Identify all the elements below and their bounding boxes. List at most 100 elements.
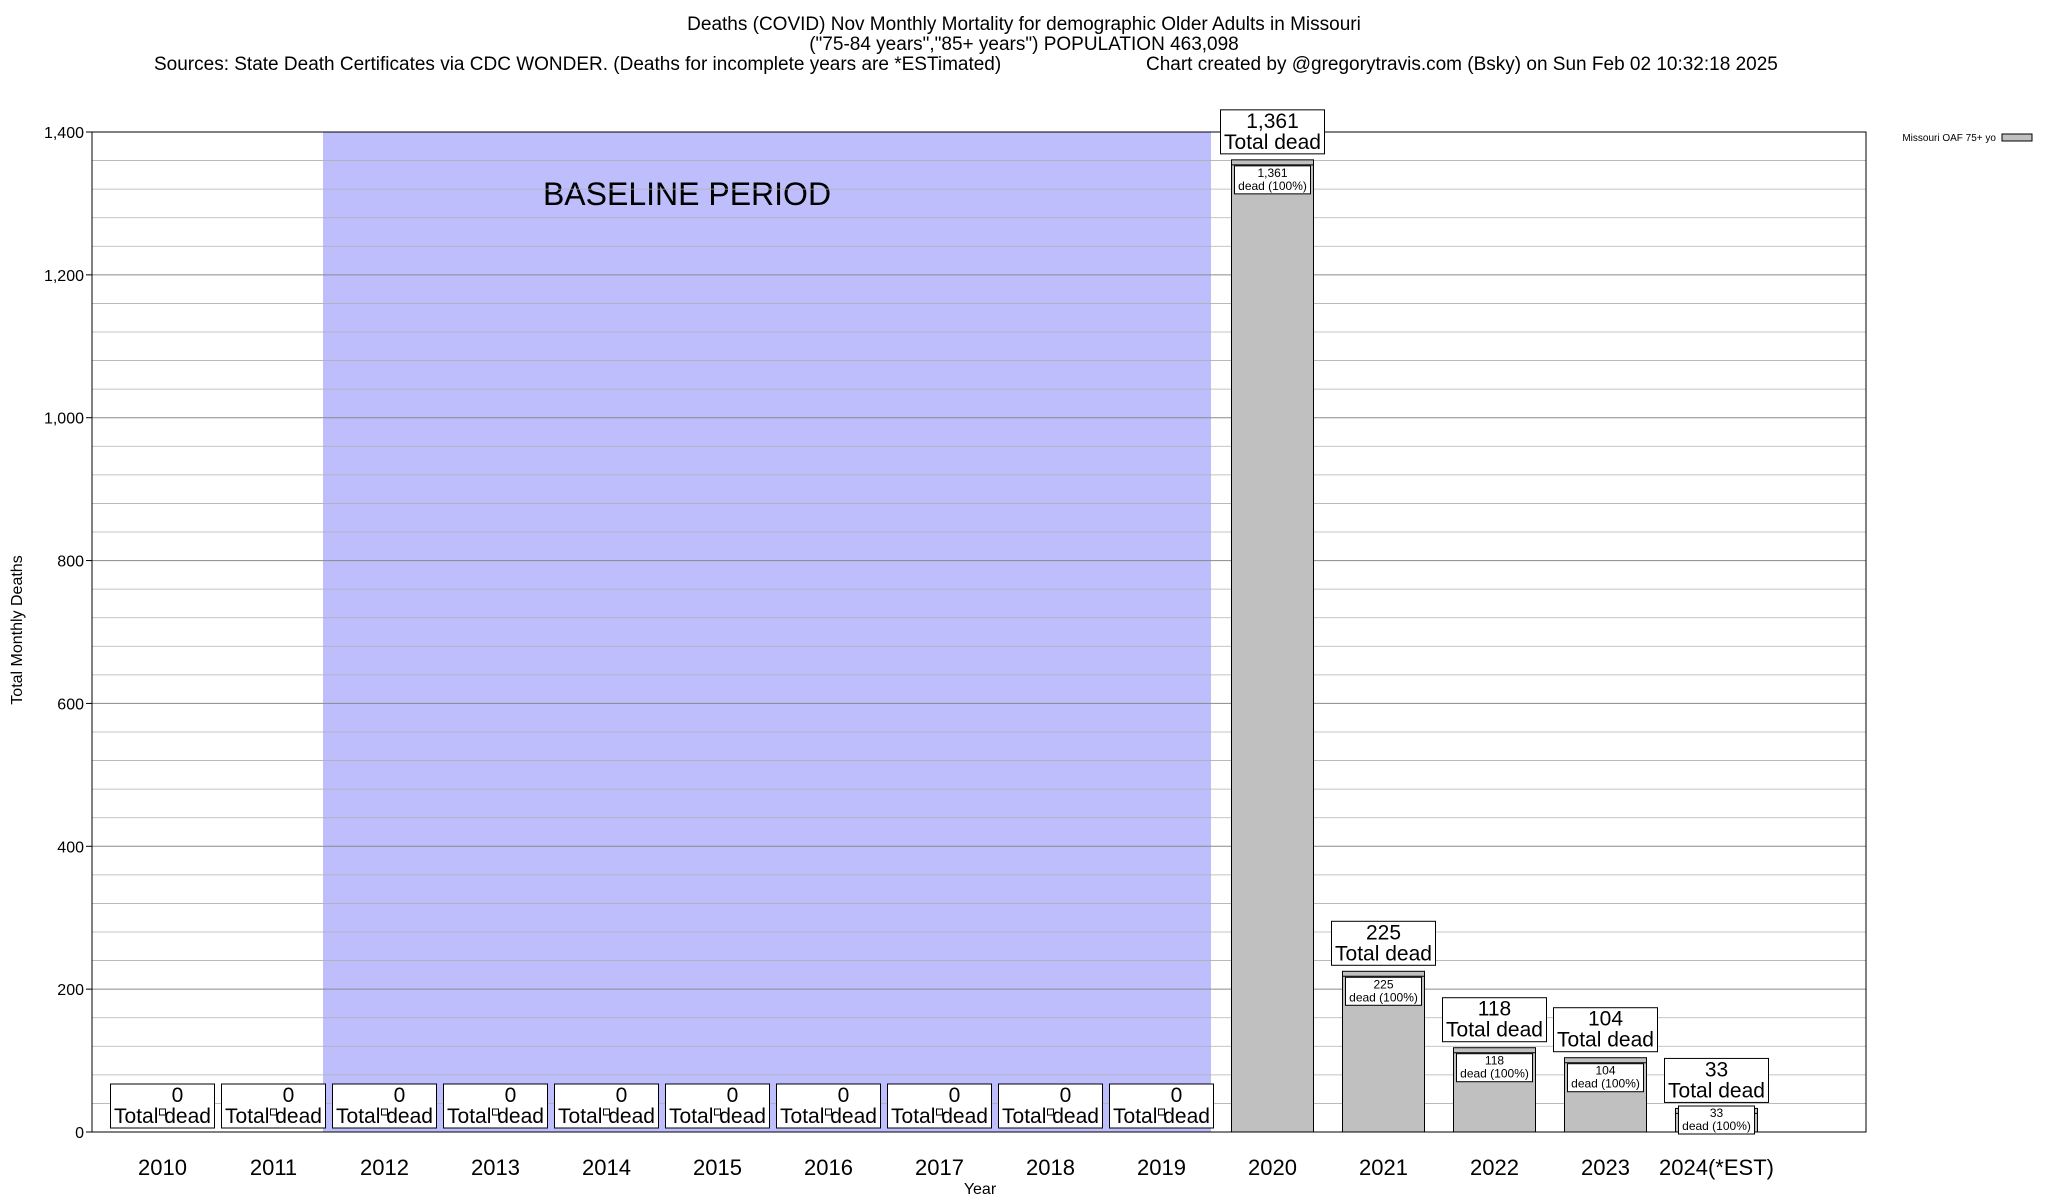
total-label-box xyxy=(1109,1083,1214,1129)
total-label-box xyxy=(221,1083,326,1129)
total-label-value: 0 xyxy=(394,1084,406,1107)
x-tick-label: 2023 xyxy=(1581,1155,1630,1180)
total-label-text: Total dead xyxy=(447,1105,544,1128)
total-label-value: 0 xyxy=(172,1084,184,1107)
total-label-box xyxy=(776,1083,881,1129)
inner-label-box xyxy=(1345,976,1422,1006)
total-label-box xyxy=(1331,920,1436,966)
inner-label-box xyxy=(1456,1053,1533,1083)
total-label-value: 0 xyxy=(505,1084,517,1107)
total-label-text: Total dead xyxy=(1113,1105,1210,1128)
total-label-value: 0 xyxy=(1060,1084,1072,1107)
total-label-text: Total dead xyxy=(1557,1029,1654,1052)
zero-marker xyxy=(603,1108,610,1116)
total-label-text: Total dead xyxy=(780,1105,877,1128)
total-label-box xyxy=(554,1083,659,1129)
chart-sources: Sources: State Death Certificates via CD… xyxy=(154,54,1002,75)
x-tick-label: 2016 xyxy=(804,1155,853,1180)
inner-label-text: dead (100%) xyxy=(1349,990,1418,1004)
chart-subtitle: ("75-84 years","85+ years") POPULATION 4… xyxy=(809,34,1239,55)
inner-label-box xyxy=(1567,1063,1644,1093)
total-label-box xyxy=(443,1083,548,1129)
total-label-box xyxy=(665,1083,770,1129)
y-axis-title: Total Monthly Deaths xyxy=(9,555,26,704)
total-label-text: Total dead xyxy=(114,1105,211,1128)
inner-label-text: dead (100%) xyxy=(1682,1119,1751,1133)
inner-label-value: 104 xyxy=(1595,1064,1615,1078)
total-label-value: 33 xyxy=(1705,1058,1728,1081)
inner-label-value: 225 xyxy=(1373,977,1393,991)
total-label-value: 0 xyxy=(838,1084,850,1107)
y-tick-label: 200 xyxy=(57,982,84,999)
x-tick-label: 2022 xyxy=(1470,1155,1519,1180)
inner-label-box xyxy=(1678,1105,1755,1135)
total-label-text: Total dead xyxy=(558,1105,655,1128)
y-tick-label: 800 xyxy=(57,554,84,571)
x-tick-label: 2011 xyxy=(250,1155,297,1180)
y-tick-label: 1,000 xyxy=(44,411,84,428)
total-label-text: Total dead xyxy=(336,1105,433,1128)
chart-title: Deaths (COVID) Nov Monthly Mortality for… xyxy=(687,14,1361,35)
total-label-value: 0 xyxy=(283,1084,295,1107)
legend-label: Missouri OAF 75+ yo xyxy=(1902,133,1996,144)
bar xyxy=(1231,159,1314,1133)
y-tick-label: 400 xyxy=(57,839,84,856)
inner-label-value: 33 xyxy=(1710,1106,1724,1120)
total-label-text: Total dead xyxy=(669,1105,766,1128)
x-tick-label: 2017 xyxy=(915,1155,964,1180)
plot-frame xyxy=(91,131,1867,1133)
total-label-text: Total dead xyxy=(891,1105,988,1128)
x-tick-label: 2013 xyxy=(471,1155,520,1180)
zero-marker xyxy=(1158,1108,1165,1116)
x-tick-label: 2018 xyxy=(1026,1155,1075,1180)
total-label-text: Total dead xyxy=(1002,1105,1099,1128)
zero-marker xyxy=(1047,1108,1054,1116)
x-tick-label: 2021 xyxy=(1359,1155,1408,1180)
total-label-box xyxy=(1553,1007,1658,1053)
total-label-value: 0 xyxy=(616,1084,628,1107)
total-label-box xyxy=(332,1083,437,1129)
total-label-text: Total dead xyxy=(1446,1019,1543,1042)
total-label-value: 0 xyxy=(1171,1084,1183,1107)
x-tick-label: 2024(*EST) xyxy=(1659,1155,1774,1180)
total-label-text: Total dead xyxy=(1668,1079,1765,1102)
zero-marker xyxy=(270,1108,277,1116)
zero-marker xyxy=(381,1108,388,1116)
y-tick-label: 600 xyxy=(57,696,84,713)
total-label-box xyxy=(1220,109,1325,155)
chart-credit: Chart created by @gregorytravis.com (Bsk… xyxy=(1146,54,1778,75)
x-tick-label: 2010 xyxy=(138,1155,187,1180)
total-label-box xyxy=(1442,997,1547,1043)
inner-label-text: dead (100%) xyxy=(1571,1077,1640,1091)
x-tick-label: 2019 xyxy=(1137,1155,1186,1180)
zero-marker xyxy=(714,1108,721,1116)
baseline-label: BASELINE PERIOD xyxy=(543,176,831,212)
x-tick-label: 2020 xyxy=(1248,1155,1297,1180)
x-tick-label: 2014 xyxy=(582,1155,631,1180)
zero-marker xyxy=(825,1108,832,1116)
total-label-box xyxy=(1664,1057,1769,1103)
total-label-value: 0 xyxy=(727,1084,739,1107)
total-label-text: Total dead xyxy=(1335,942,1432,965)
total-label-text: Total dead xyxy=(1224,131,1321,154)
total-label-value: 0 xyxy=(949,1084,961,1107)
total-label-value: 118 xyxy=(1478,998,1511,1021)
total-label-value: 1,361 xyxy=(1246,110,1299,133)
total-label-value: 104 xyxy=(1588,1008,1623,1031)
x-tick-label: 2012 xyxy=(360,1155,409,1180)
baseline-region xyxy=(323,132,1211,1132)
legend-swatch xyxy=(2001,133,2033,142)
total-label-box xyxy=(887,1083,992,1129)
x-axis-title: Year xyxy=(964,1181,997,1198)
inner-label-value: 1,361 xyxy=(1257,166,1287,180)
legend: Missouri OAF 75+ yo xyxy=(1902,133,2033,144)
total-label-text: Total dead xyxy=(225,1105,322,1128)
inner-label-box xyxy=(1234,165,1311,195)
zero-marker xyxy=(492,1108,499,1116)
x-tick-label: 2015 xyxy=(693,1155,742,1180)
zero-marker xyxy=(159,1108,166,1116)
zero-marker xyxy=(936,1108,943,1116)
total-label-value: 225 xyxy=(1366,921,1401,944)
inner-label-value: 118 xyxy=(1485,1054,1504,1068)
